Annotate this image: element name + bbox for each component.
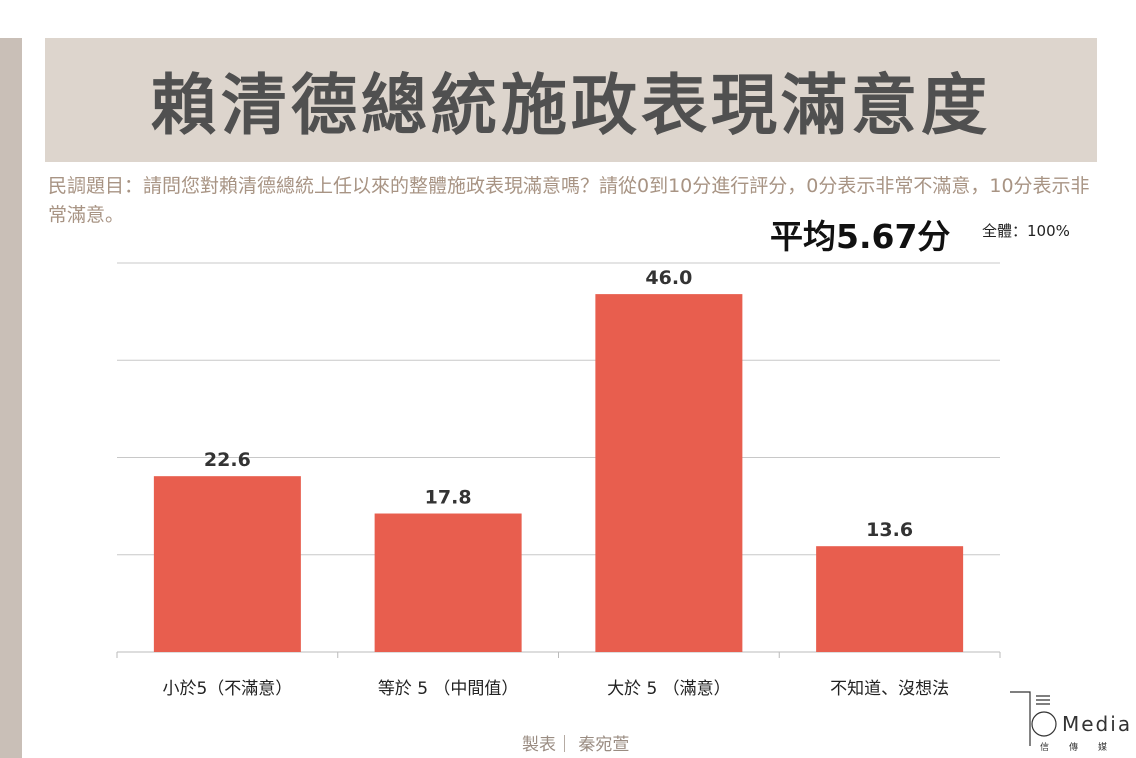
logo-mark-icon xyxy=(1010,691,1057,746)
category-label: 大於 5 （滿意） xyxy=(607,679,731,699)
category-label: 等於 5 （中間值） xyxy=(378,679,519,699)
logo-subtext: 信傳媒 xyxy=(1040,743,1128,753)
survey-question: 民調題目：請問您對賴清德總統上任以來的整體施政表現滿意嗎？請從0到10分進行評分… xyxy=(48,175,1090,226)
sample-total: 全體：100% xyxy=(982,222,1070,240)
bar xyxy=(153,476,301,652)
category-label: 小於5（不滿意） xyxy=(162,679,292,699)
data-label: 13.6 xyxy=(866,519,913,541)
bar xyxy=(816,546,964,652)
logo-text: Media xyxy=(1062,712,1133,736)
left-decor-strip xyxy=(0,38,22,758)
media-logo: Media 信傳媒 xyxy=(1008,688,1133,756)
average-score: 平均5.67分 xyxy=(770,217,951,256)
bar xyxy=(595,294,743,652)
category-label: 不知道、沒想法 xyxy=(830,679,949,699)
data-label: 46.0 xyxy=(645,267,692,289)
data-label: 17.8 xyxy=(425,487,472,509)
chart-title: 賴清德總統施政表現滿意度 xyxy=(151,67,991,144)
title-banner: 賴清德總統施政表現滿意度 xyxy=(45,38,1097,162)
credit: 製表｜ 秦宛萱 xyxy=(522,735,630,755)
bar xyxy=(374,513,522,652)
data-label: 22.6 xyxy=(204,449,251,471)
